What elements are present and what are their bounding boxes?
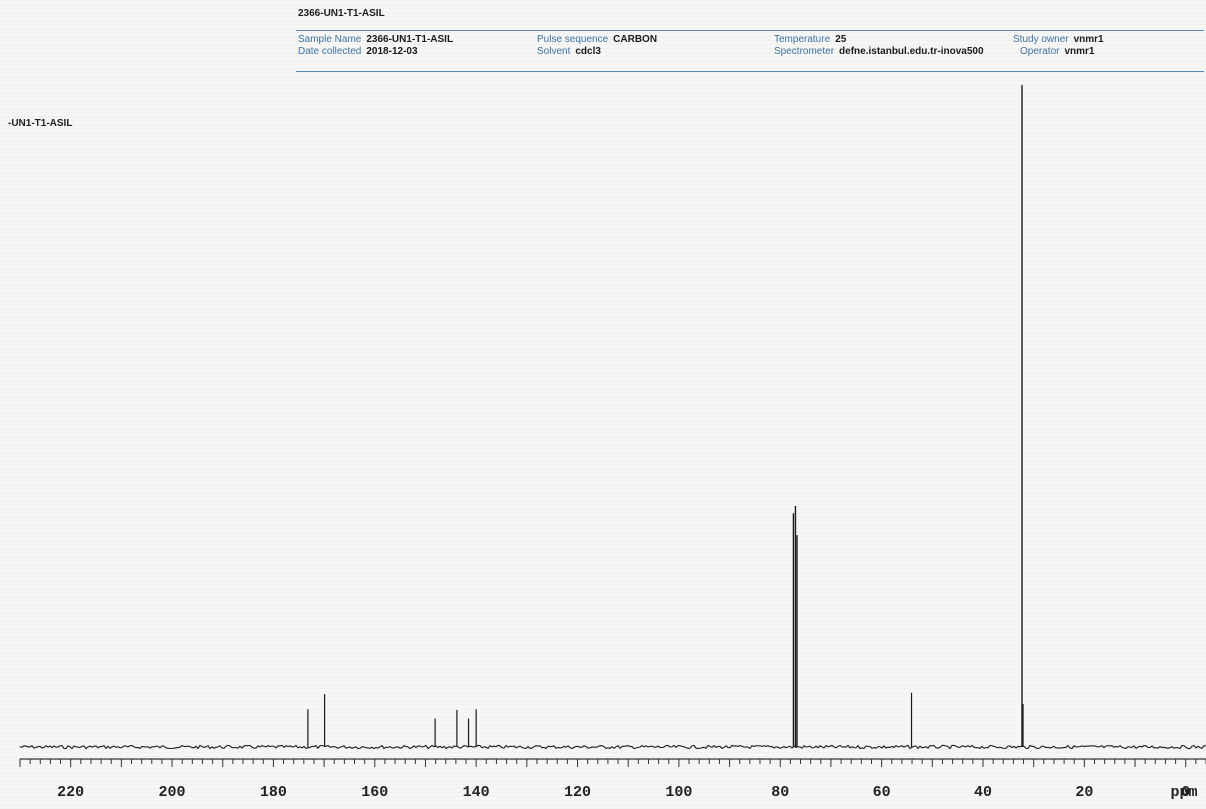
spectrometer-row: Spectrometer defne.istanbul.edu.tr-inova5… xyxy=(774,46,984,57)
spectrometer-label: Spectrometer xyxy=(774,46,835,57)
experiment-title: 2366-UN1-T1-ASIL xyxy=(298,8,385,19)
pulse-sequence-value: CARBON xyxy=(613,34,658,45)
spectrometer-value: defne.istanbul.edu.tr-inova500 xyxy=(839,46,984,57)
operator-label: Operator xyxy=(1020,46,1060,57)
solvent-row: Solvent cdcl3 xyxy=(537,46,601,57)
header-top-rule xyxy=(296,30,1204,31)
tick-label: 140 xyxy=(463,784,490,801)
pulse-sequence-row: Pulse sequence CARBON xyxy=(537,34,657,45)
tick-label: 160 xyxy=(361,784,388,801)
pulse-sequence-label: Pulse sequence xyxy=(537,34,609,45)
tick-label: 100 xyxy=(665,784,692,801)
study-owner-row: Study owner vnmr1 xyxy=(1013,34,1104,45)
temperature-value: 25 xyxy=(835,34,847,45)
tick-label: 180 xyxy=(260,784,287,801)
temperature-label: Temperature xyxy=(774,34,831,45)
tick-label: 0 xyxy=(1181,784,1190,801)
tick-label: 120 xyxy=(564,784,591,801)
peak-group xyxy=(307,85,1024,747)
axis-unit-label: ppm xyxy=(1170,784,1197,801)
solvent-value: cdcl3 xyxy=(575,46,601,57)
truncated-sample-label: -UN1-T1-ASIL xyxy=(8,118,73,129)
study-owner-value: vnmr1 xyxy=(1073,34,1104,45)
sample-name-row: Sample Name 2366-UN1-T1-ASIL xyxy=(298,34,453,45)
baseline-trace xyxy=(19,744,1206,750)
operator-row: Operator vnmr1 xyxy=(1020,46,1094,57)
tick-label: 40 xyxy=(974,784,992,801)
tick-label: 200 xyxy=(159,784,186,801)
operator-value: vnmr1 xyxy=(1064,46,1095,57)
sample-name-label: Sample Name xyxy=(298,34,362,45)
tick-label: 80 xyxy=(771,784,789,801)
baseline-noise xyxy=(19,744,1206,750)
tick-label: 20 xyxy=(1075,784,1093,801)
study-owner-label: Study owner xyxy=(1013,34,1069,45)
date-collected-row: Date collected 2018-12-03 xyxy=(298,46,418,57)
solvent-label: Solvent xyxy=(537,46,571,57)
date-collected-label: Date collected xyxy=(298,46,362,57)
date-collected-value: 2018-12-03 xyxy=(366,46,418,57)
tick-label: 220 xyxy=(57,784,84,801)
sample-name-value: 2366-UN1-T1-ASIL xyxy=(366,34,454,45)
temperature-row: Temperature 25 xyxy=(774,34,846,45)
tick-label: 60 xyxy=(873,784,891,801)
header-bottom-rule xyxy=(296,71,1204,72)
